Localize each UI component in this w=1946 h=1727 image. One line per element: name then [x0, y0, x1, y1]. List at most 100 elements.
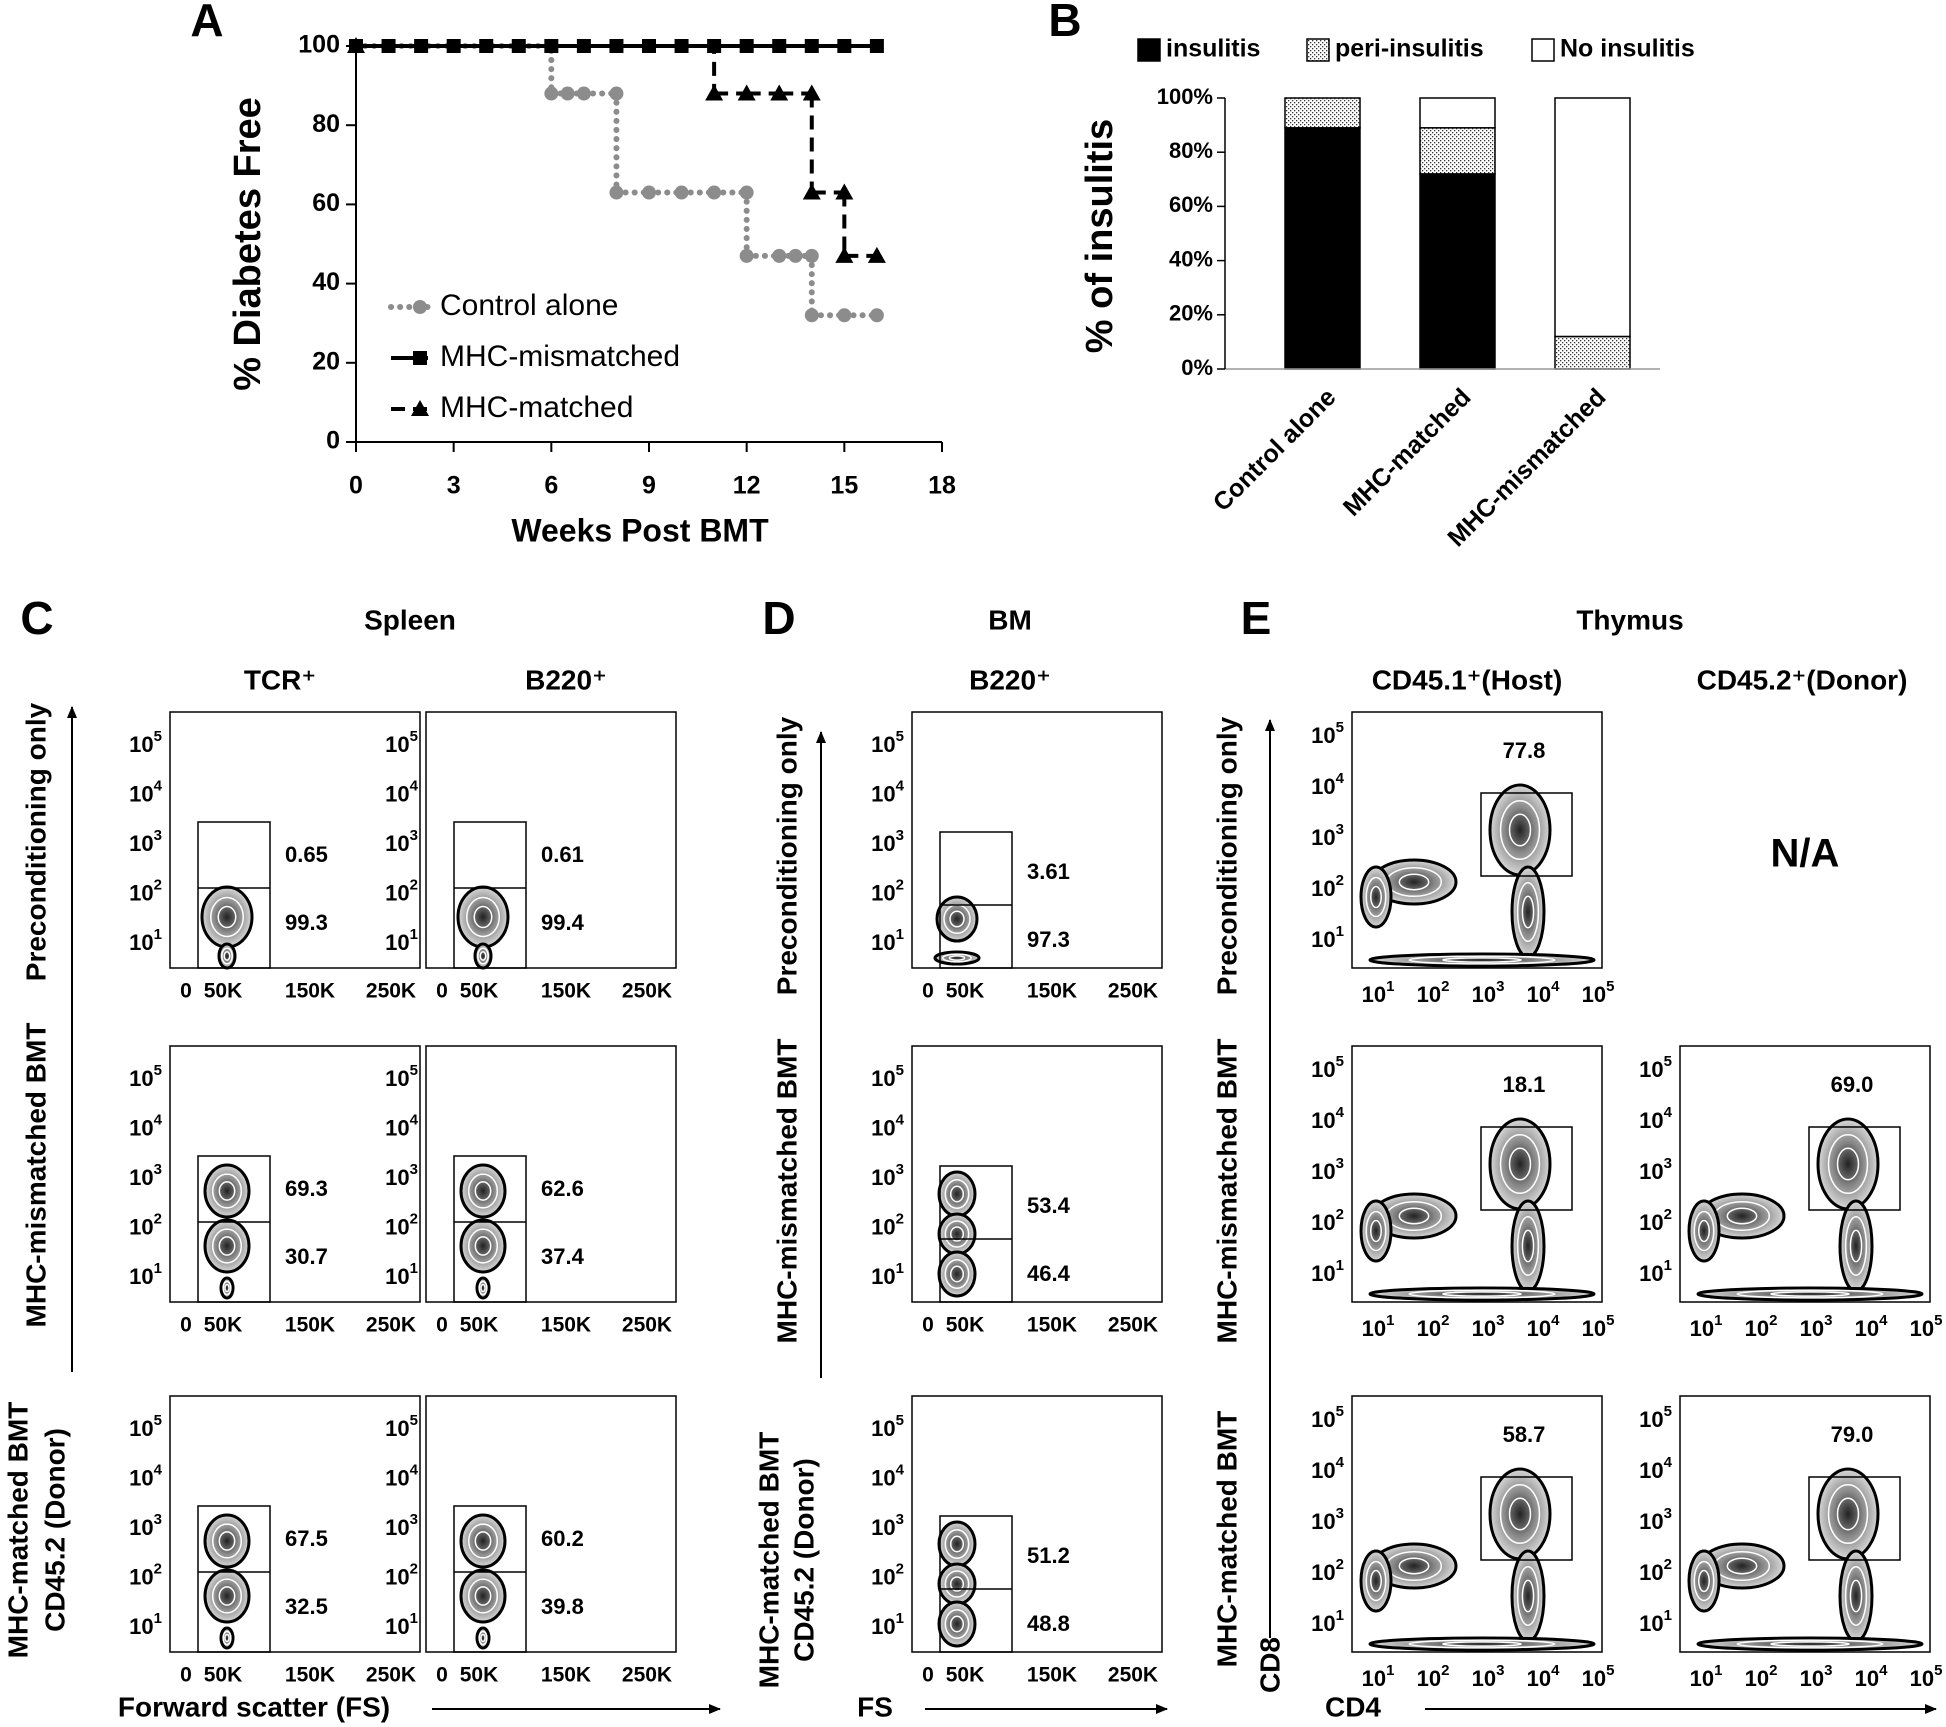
- log-tick-label: 103: [385, 827, 418, 856]
- density-contour: [474, 1236, 492, 1256]
- tick-base: 10: [1639, 1261, 1663, 1286]
- density-contour: [211, 1228, 243, 1264]
- y-axis-label: CD8: [1254, 1637, 1285, 1693]
- tick-exponent: 4: [1336, 770, 1345, 787]
- row-label: MHC-matched BMT: [2, 1402, 33, 1659]
- density-contour: [937, 1600, 977, 1648]
- density-contour: [1365, 1560, 1387, 1602]
- tick-exponent: 5: [896, 728, 904, 745]
- density-contour: [479, 951, 487, 961]
- tick-base: 10: [871, 1214, 895, 1239]
- log-tick-label: 103: [1800, 1312, 1833, 1341]
- density-contour: [1408, 1639, 1556, 1649]
- x-tick-label: 50K: [460, 1664, 499, 1687]
- tick-base: 10: [129, 1066, 153, 1091]
- tick-exponent: 3: [1336, 821, 1344, 838]
- log-tick-label: 101: [1690, 1312, 1723, 1341]
- plot-frame: [1351, 1045, 1603, 1303]
- log-tick-label: 105: [129, 1062, 162, 1091]
- density-contour: [937, 1562, 977, 1606]
- log-tick-label: 103: [1472, 1312, 1505, 1341]
- gate-value: 18.1: [1503, 1072, 1546, 1097]
- tick-base: 10: [1362, 1316, 1386, 1341]
- column-header: CD45.1⁺(Host): [1372, 664, 1563, 695]
- density-contour: [1838, 1549, 1874, 1643]
- tick-exponent: 5: [1934, 1312, 1942, 1329]
- tick-exponent: 1: [1664, 1607, 1672, 1624]
- tick-base: 10: [129, 1115, 153, 1140]
- tick-base: 10: [1472, 982, 1496, 1007]
- log-tick-label: 102: [1639, 1206, 1672, 1235]
- marker: [479, 39, 494, 53]
- marker: [802, 183, 821, 200]
- gate-value: 99.3: [285, 910, 328, 935]
- tick-base: 10: [1472, 1666, 1496, 1691]
- density-contour: [1442, 1291, 1522, 1297]
- tick-base: 10: [1910, 1316, 1934, 1341]
- y-tick-label: 40: [312, 268, 340, 296]
- marker: [674, 185, 689, 200]
- density-contour: [949, 1576, 965, 1592]
- density-contour: [218, 1181, 236, 1201]
- marker: [739, 185, 754, 200]
- column-header: B220⁺: [969, 664, 1051, 695]
- density-contour: [1827, 1134, 1869, 1194]
- x-tick-label: 50K: [460, 1314, 499, 1337]
- log-tick-label: 101: [1311, 1607, 1344, 1636]
- legend-swatch: [1137, 38, 1161, 62]
- density-contour: [459, 1568, 507, 1624]
- tick-exponent: 1: [896, 1260, 904, 1277]
- log-tick-label: 104: [1855, 1312, 1888, 1341]
- tick-exponent: 5: [1606, 978, 1614, 995]
- column-header: B220⁺: [525, 664, 607, 695]
- tick-exponent: 3: [1496, 1662, 1504, 1679]
- tick-exponent: 1: [1336, 1257, 1344, 1274]
- log-tick-label: 103: [1639, 1505, 1672, 1534]
- tick-base: 10: [1362, 982, 1386, 1007]
- y-axis-label: CD45.2 (Donor): [39, 1428, 70, 1632]
- tick-base: 10: [385, 1214, 409, 1239]
- density-contour: [200, 885, 254, 949]
- gate-value: 0.61: [541, 842, 584, 867]
- log-tick-label: 103: [129, 827, 162, 856]
- gate-value: 51.2: [1027, 1543, 1070, 1568]
- row-label: MHC-mismatched BMT: [20, 1023, 51, 1328]
- log-tick-label: 104: [129, 1461, 162, 1490]
- density-contour: [1816, 1117, 1880, 1211]
- x-tick-label: 0: [922, 1314, 934, 1337]
- density-contour: [459, 1513, 507, 1569]
- log-tick-label: 104: [1639, 1104, 1672, 1133]
- density-contour: [210, 896, 244, 938]
- plot-frame: [1351, 1395, 1603, 1653]
- density-contour: [478, 1280, 488, 1296]
- log-tick-label: 104: [1639, 1454, 1672, 1483]
- tick-exponent: 3: [896, 1161, 904, 1178]
- density-contour: [949, 1226, 965, 1242]
- tick-base: 10: [385, 1165, 409, 1190]
- tick-base: 10: [1745, 1666, 1769, 1691]
- gate: [453, 1505, 527, 1653]
- marker: [869, 308, 884, 323]
- tick-base: 10: [1639, 1159, 1663, 1184]
- gate: [197, 1505, 271, 1653]
- x-tick-label: 0: [349, 472, 363, 500]
- marker: [560, 86, 575, 101]
- tick-exponent: 5: [1606, 1312, 1614, 1329]
- density-contour: [944, 1608, 970, 1640]
- gate: [939, 1515, 1013, 1653]
- tick-exponent: 4: [1551, 1312, 1560, 1329]
- log-tick-label: 104: [1311, 1454, 1344, 1483]
- y-tick-label: 20%: [1169, 301, 1213, 326]
- gate-value: 3.61: [1027, 859, 1070, 884]
- tick-exponent: 4: [410, 1461, 419, 1478]
- log-tick-label: 104: [129, 777, 162, 806]
- y-tick-label: 80%: [1169, 138, 1213, 163]
- bar-segment: [1554, 335, 1631, 370]
- tick-base: 10: [129, 880, 153, 905]
- marker: [411, 400, 429, 416]
- tick-base: 10: [871, 1165, 895, 1190]
- legend-label: insulitis: [1166, 35, 1260, 63]
- log-tick-label: 102: [1417, 1662, 1450, 1691]
- log-tick-label: 103: [129, 1511, 162, 1540]
- tick-base: 10: [1311, 1509, 1335, 1534]
